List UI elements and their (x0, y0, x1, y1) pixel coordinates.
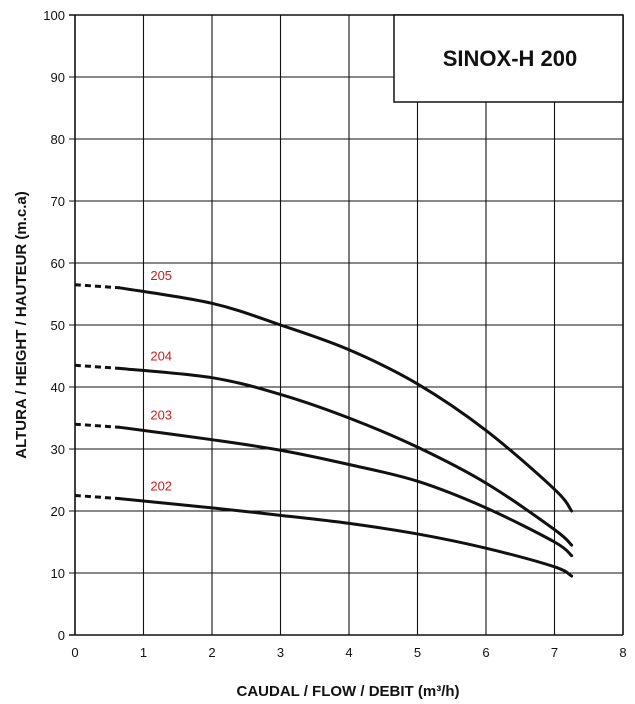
y-tick-label: 100 (43, 8, 65, 23)
title-box (393, 14, 624, 103)
series-202-dashed (74, 494, 120, 501)
series-205-dashed (74, 283, 120, 290)
chart-title: SINOX-H 200 (443, 46, 578, 71)
series-203-curve (118, 425, 574, 558)
x-tick-label: 6 (482, 645, 489, 660)
series-204-label: 204 (150, 348, 172, 363)
series-204-dashed (74, 363, 120, 370)
y-tick-label: 0 (58, 628, 65, 643)
x-tick-labels: 0 1 2 3 4 5 6 7 8 (71, 645, 626, 660)
y-tick-label: 40 (51, 380, 65, 395)
y-tick-label: 30 (51, 442, 65, 457)
x-tick-label: 7 (551, 645, 558, 660)
x-tick-label: 8 (619, 645, 626, 660)
grid (69, 14, 624, 636)
series-labels: 205 204 203 202 (150, 268, 172, 494)
series-202-label: 202 (150, 479, 172, 494)
series-205-curve (118, 286, 574, 513)
x-tick-label: 5 (414, 645, 421, 660)
series-205-label: 205 (150, 268, 172, 283)
y-tick-label: 20 (51, 504, 65, 519)
chart-title-box: SINOX-H 200 (393, 14, 624, 103)
y-tick-label: 80 (51, 132, 65, 147)
x-tick-label: 1 (140, 645, 147, 660)
x-tick-label: 4 (345, 645, 352, 660)
y-tick-label: 60 (51, 256, 65, 271)
y-tick-label: 10 (51, 566, 65, 581)
y-tick-label: 90 (51, 70, 65, 85)
series-curves (74, 283, 574, 578)
y-tick-labels: 0 10 20 30 40 50 60 70 80 90 100 (43, 8, 65, 643)
series-204-curve (118, 366, 574, 547)
x-tick-label: 3 (277, 645, 284, 660)
series-202-curve (118, 497, 574, 578)
series-203-dashed (74, 422, 120, 429)
x-tick-label: 0 (71, 645, 78, 660)
x-tick-label: 2 (208, 645, 215, 660)
y-tick-label: 70 (51, 194, 65, 209)
series-203-label: 203 (150, 407, 172, 422)
x-axis-label: CAUDAL / FLOW / DEBIT (m³/h) (236, 683, 459, 700)
y-axis-label: ALTURA / HEIGHT / HAUTEUR (m.c.a) (13, 191, 30, 459)
y-tick-label: 50 (51, 318, 65, 333)
